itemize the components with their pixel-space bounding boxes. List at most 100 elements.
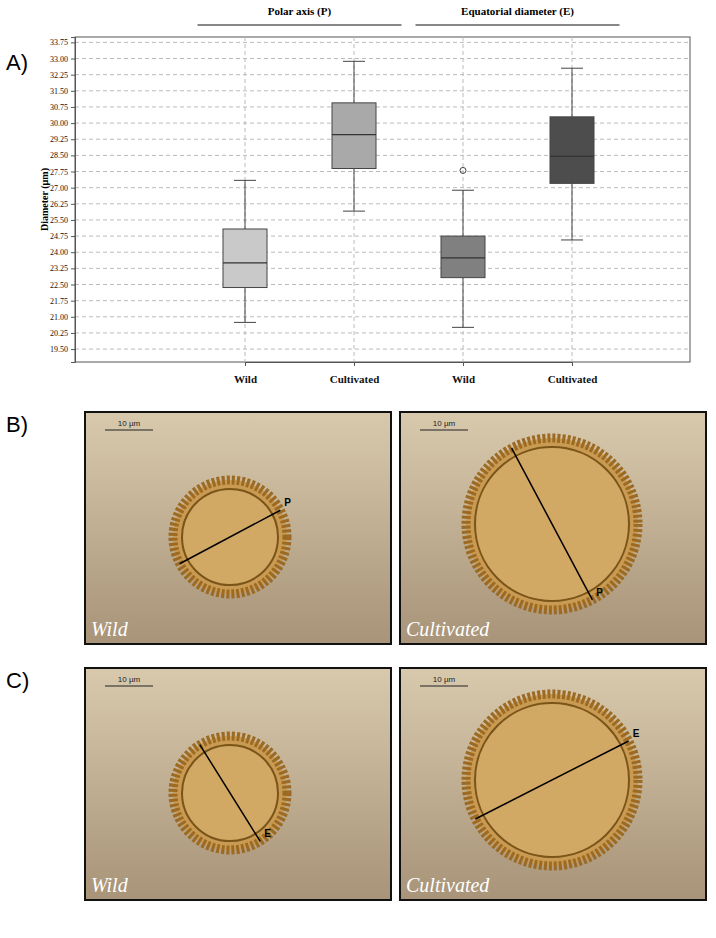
panel-label: C) (6, 668, 29, 693)
x-tick-label: Cultivated (330, 373, 380, 385)
x-tick: Wild (234, 362, 257, 385)
y-tick-mark (71, 220, 75, 221)
grid-line (75, 219, 690, 220)
whisker-upper (463, 190, 464, 236)
whisker-cap-max (561, 68, 583, 69)
pollen-wall (466, 438, 638, 610)
y-tick-label: 30.75 (50, 103, 68, 112)
measure-label: E (633, 728, 640, 739)
grid-line (75, 300, 690, 301)
micrograph-background (85, 668, 391, 900)
y-tick-mark (71, 188, 75, 189)
whisker-lower (354, 169, 355, 212)
y-tick-label: 32.25 (50, 71, 68, 80)
grid (75, 37, 690, 362)
plot-frame (75, 37, 690, 362)
y-tick: 31.50 (50, 87, 75, 96)
scale-bar (105, 686, 153, 687)
group-header: Polar axis (P) (268, 5, 332, 18)
y-tick-label: 21.75 (50, 297, 68, 306)
y-tick-label: 27.75 (50, 168, 68, 177)
scale-bar (105, 430, 153, 431)
y-tick-mark (71, 42, 75, 43)
y-tick: 21.00 (50, 313, 75, 322)
x-tick-label: Wild (452, 373, 475, 385)
y-tick: 23.25 (50, 264, 75, 273)
y-tick-label: 24.00 (50, 248, 68, 257)
y-tick-label: 33.75 (50, 38, 68, 47)
image-label: Cultivated (406, 618, 490, 640)
box (223, 229, 267, 288)
box-group (223, 180, 267, 322)
x-tick: Cultivated (330, 362, 380, 385)
whisker-lower (245, 288, 246, 323)
box (441, 236, 485, 278)
scale-bar-label: 10 µm (433, 419, 456, 428)
x-axis: WildCultivatedWildCultivated (234, 362, 597, 385)
whisker-lower (463, 278, 464, 328)
y-tick: 29.25 (50, 135, 75, 144)
y-tick-label: 27.00 (50, 184, 68, 193)
grid-line (75, 58, 690, 59)
image-label: Cultivated (406, 874, 490, 896)
grid-line (75, 187, 690, 188)
y-tick: 24.00 (50, 248, 75, 257)
micrograph-background (400, 412, 706, 644)
grid-line (75, 139, 690, 140)
scale-bar-label: 10 µm (118, 419, 141, 428)
x-tick-mark (354, 362, 355, 366)
y-tick: 22.50 (50, 281, 75, 290)
boxes (223, 61, 594, 327)
y-tick: 30.75 (50, 103, 75, 112)
y-tick-mark (71, 75, 75, 76)
y-tick-mark (71, 317, 75, 318)
y-axis-line (71, 38, 76, 363)
y-tick-mark (71, 139, 75, 140)
outlier (460, 167, 466, 173)
y-tick: 25.50 (50, 216, 75, 225)
y-tick: 19.50 (50, 345, 75, 354)
figure: A)19.5020.2521.0021.7522.5023.2524.0024.… (0, 0, 716, 938)
whisker-cap-min (234, 322, 256, 323)
y-tick: 20.25 (50, 329, 75, 338)
grid-line (75, 316, 690, 317)
whisker-upper (354, 61, 355, 103)
micrograph-background (85, 412, 391, 644)
y-tick-mark (71, 155, 75, 156)
whisker-cap-max (452, 190, 474, 191)
y-tick: 24.75 (50, 232, 75, 241)
median (223, 262, 267, 263)
y-tick: 28.50 (50, 151, 75, 160)
micrograph-background (400, 668, 706, 900)
box (550, 117, 594, 184)
grid-line (75, 74, 690, 75)
grid-line-x (354, 37, 355, 362)
y-axis-title: Diameter (µm) (39, 168, 51, 231)
group-header: Equatorial diameter (E) (461, 5, 574, 18)
pollen-wall (466, 694, 638, 866)
x-tick-label: Wild (234, 373, 257, 385)
y-tick: 26.25 (50, 200, 75, 209)
y-tick-mark (71, 268, 75, 269)
y-tick-mark (71, 172, 75, 173)
median (441, 257, 485, 258)
y-tick-label: 23.25 (50, 264, 68, 273)
grid-line (75, 203, 690, 204)
y-tick-mark (71, 59, 75, 60)
grid-line (75, 123, 690, 124)
y-tick-label: 28.50 (50, 151, 68, 160)
y-tick-label: 33.00 (50, 55, 68, 64)
measure-label: P (284, 497, 291, 508)
y-tick-mark (71, 333, 75, 334)
grid-line-x (463, 37, 464, 362)
box-group (332, 61, 376, 211)
box-group (441, 167, 485, 327)
y-tick-mark (71, 204, 75, 205)
pollen-inner (475, 703, 629, 857)
whisker-upper (572, 68, 573, 117)
y-tick-mark (71, 91, 75, 92)
y-tick-mark (71, 301, 75, 302)
micrograph: P10 µmWild (85, 412, 391, 644)
box (332, 103, 376, 169)
panel-label: B) (6, 412, 28, 437)
